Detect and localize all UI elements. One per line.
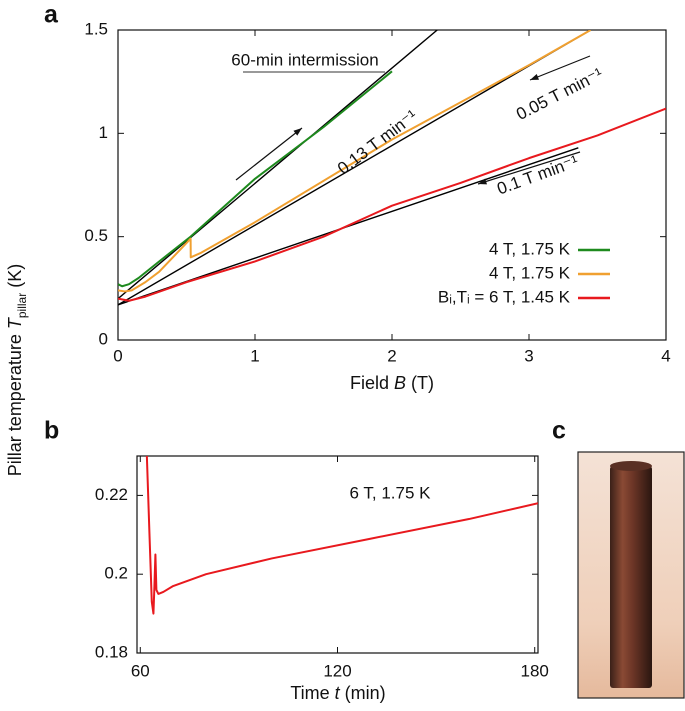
y-tick-label: 1 [99,123,108,142]
plot-area [145,456,538,615]
axis-label-unit: (K) [5,264,25,293]
legend-label: Bᵢ,Tᵢ = 6 T, 1.45 K [438,287,571,306]
x-tick-label: 180 [521,661,549,680]
axis-label-text: Time [290,683,334,703]
y-tick-label: 1.5 [84,19,108,38]
plot-area [118,30,666,306]
sample-cylinder [610,466,652,688]
x-tick-label: 120 [323,661,351,680]
cylinder-top [610,461,652,471]
plot-frame [136,455,539,654]
x-tick-label: 0 [113,346,122,365]
annotation-arrowhead [478,178,487,185]
annotation-arrowhead [293,128,302,136]
annotation: 0.05 T min⁻¹ [513,64,606,124]
y-tick-label: 0.5 [84,226,108,245]
legend-label: 4 T, 1.75 K [489,239,571,258]
axis-label: Field B (T) [350,373,434,393]
axis-label-variable: t [335,683,341,703]
axis-label-variable: B [394,373,406,393]
panel-label: c [552,417,566,445]
panel-label: a [44,1,59,29]
axis-label: Pillar temperature Tpillar (K) [5,264,29,476]
photo-panel: c [552,417,685,699]
data-line [118,70,393,288]
x-tick-label: 3 [524,346,533,365]
fit-line [118,30,438,300]
y-tick-label: 0.2 [104,564,128,583]
x-tick-label: 1 [250,346,259,365]
axis-label-unit: (min) [340,683,386,703]
y-tick-label: 0.22 [95,485,128,504]
axis-label: Time t (min) [290,683,385,703]
annotation: 6 T, 1.75 K [350,483,432,502]
x-tick-label: 4 [661,346,670,365]
axis-label-unit: (T) [406,373,434,393]
data-line [118,30,592,293]
annotation-arrow [235,127,303,181]
data-line [145,456,538,615]
fit-line [118,30,592,306]
axis-label-subscript: pillar [15,293,29,318]
legend-label: 4 T, 1.75 K [489,263,571,282]
x-tick-label: 2 [387,346,396,365]
y-tick-label: 0.18 [95,642,128,661]
axis-label-variable: T [5,316,25,329]
data-line [118,107,666,302]
annotation-arrow [477,151,581,185]
panel-label: b [44,417,59,445]
annotation: 60-min intermission [231,50,378,69]
x-tick-label: 60 [131,661,150,680]
annotation-arrow [529,55,591,81]
y-tick-label: 0 [99,329,108,348]
axis-label-text: Field [350,373,394,393]
annotation-arrowhead [530,73,539,80]
annotation: 0.13 T min⁻¹ [334,106,421,178]
axis-label-text: Pillar temperature [5,329,25,476]
